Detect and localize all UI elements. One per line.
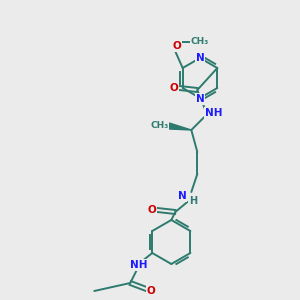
Text: CH₃: CH₃ xyxy=(150,122,168,130)
Text: O: O xyxy=(148,205,157,215)
Text: O: O xyxy=(170,83,179,93)
Text: CH₃: CH₃ xyxy=(190,38,209,46)
Text: N: N xyxy=(178,191,187,201)
Text: N: N xyxy=(196,94,204,104)
Text: N: N xyxy=(196,53,204,63)
Text: NH: NH xyxy=(130,260,147,270)
Polygon shape xyxy=(169,123,191,130)
Text: O: O xyxy=(172,41,181,51)
Text: NH: NH xyxy=(205,108,222,118)
Text: H: H xyxy=(189,196,197,206)
Text: O: O xyxy=(147,286,156,296)
